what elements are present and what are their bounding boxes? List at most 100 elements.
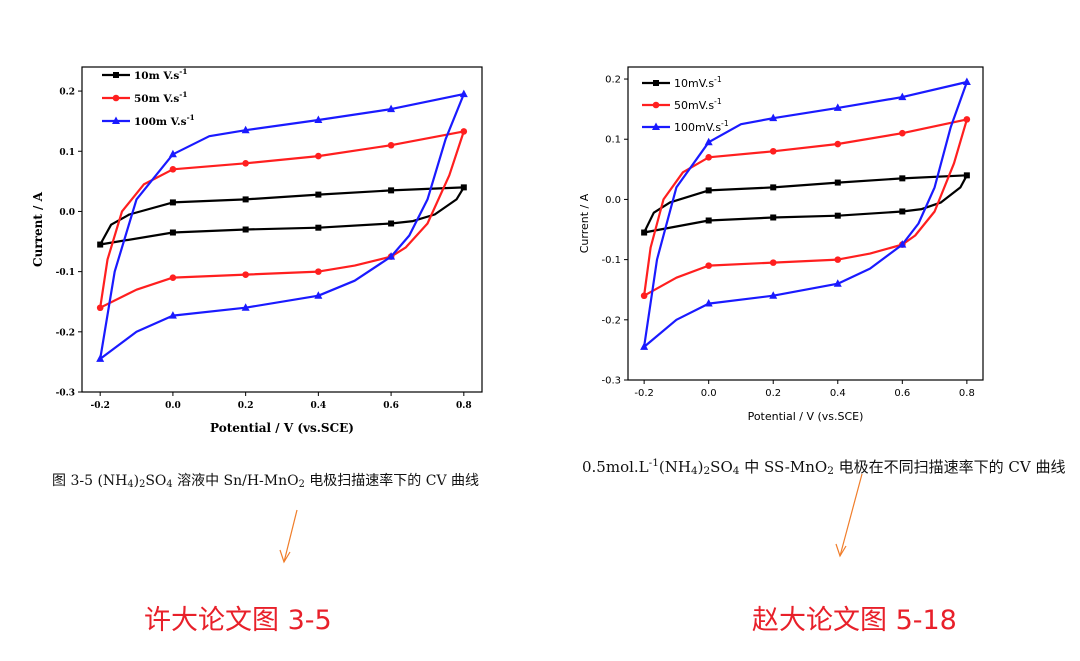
data-point (97, 241, 104, 248)
y-axis-label: Current / A (578, 193, 591, 253)
data-point (834, 212, 841, 219)
x-tick-label: 0.4 (830, 388, 846, 399)
data-point (963, 116, 971, 123)
legend-label: 50mV.s-1 (674, 97, 722, 112)
data-point (963, 172, 970, 179)
data-point (169, 229, 176, 236)
data-point (388, 187, 395, 194)
data-point (96, 354, 105, 362)
data-point (460, 184, 467, 191)
legend-item: 10m V.s-1 (102, 67, 187, 82)
legend-item: 100mV.s-1 (642, 119, 729, 134)
data-point (168, 311, 177, 319)
data-point (704, 137, 713, 146)
data-point (833, 103, 842, 111)
label-thesis-xu: 许大论文图 3-5 (144, 605, 332, 636)
data-point (834, 179, 841, 186)
data-point (241, 303, 250, 311)
data-point (387, 104, 396, 113)
data-point (705, 187, 712, 194)
data-point (387, 141, 395, 149)
data-point (459, 89, 468, 98)
y-tick-label: -0.3 (56, 389, 75, 399)
legend-label: 100mV.s-1 (674, 119, 729, 134)
data-point (169, 199, 176, 206)
series-line-100mV/s (99, 93, 465, 360)
legend-marker (652, 122, 660, 130)
legend-marker (112, 116, 120, 124)
data-point (705, 262, 712, 269)
data-point (387, 252, 396, 260)
data-point (705, 153, 712, 161)
x-tick-label: 0.8 (456, 401, 472, 411)
data-point (169, 274, 177, 281)
data-point (640, 342, 649, 350)
label-thesis-zhao: 赵大论文图 5-18 (752, 605, 957, 636)
x-tick-label: 0.2 (765, 388, 781, 399)
arrow-left (279, 509, 298, 564)
data-point (314, 291, 323, 299)
chart-right: -0.2 0.0 0.2 0.4 0.6 0.8 0.2 0.1 0.0 -0.1 -0.2 -0.3… (578, 66, 984, 423)
data-point (242, 226, 249, 233)
data-point (460, 128, 468, 135)
data-point (770, 214, 777, 221)
y-axis-label: Current / A (31, 191, 45, 267)
data-point (834, 256, 842, 263)
legend-item: 50m V.s-1 (102, 90, 187, 105)
y-tick-label: -0.1 (56, 268, 75, 278)
series-line-10mV/s (643, 174, 968, 234)
data-point (962, 77, 971, 86)
legend-item: 10mV.s-1 (642, 75, 722, 90)
legend-item: 100m V.s-1 (102, 113, 195, 128)
data-point (242, 159, 249, 167)
plot-frame (627, 66, 984, 381)
data-point (242, 271, 249, 278)
caption-left: 图 3-5 (NH4)2SO4 溶液中 Sn/H-MnO2 电极扫描速率下的 C… (52, 473, 480, 490)
arrow-right (835, 473, 863, 558)
data-point (769, 291, 778, 299)
data-point (899, 129, 906, 137)
x-tick-label: 0.8 (959, 388, 975, 399)
x-tick-label: -0.2 (90, 401, 109, 411)
data-point (315, 191, 322, 198)
data-point (314, 115, 323, 123)
data-point (641, 229, 648, 236)
data-point (640, 292, 648, 300)
legend-marker (653, 80, 659, 86)
legend-marker (652, 101, 660, 109)
data-point (168, 149, 177, 158)
chart-left: -0.2 0.0 0.2 0.4 0.6 0.8 0.2 0.1 0.0 -0.1 -0.2 -0.3… (31, 66, 483, 435)
data-point (834, 140, 842, 148)
y-tick-label: 0.0 (605, 195, 621, 206)
y-tick-label: -0.1 (601, 255, 621, 266)
data-point (833, 279, 842, 287)
data-point (899, 175, 906, 182)
data-point (899, 208, 906, 215)
data-point (898, 240, 907, 248)
data-point (388, 220, 395, 227)
x-axis-label: Potential / V (vs.SCE) (748, 410, 864, 423)
series-line-50mV/s (99, 130, 465, 309)
x-tick-label: 0.0 (701, 388, 717, 399)
data-point (705, 217, 712, 224)
x-tick-label: 0.2 (238, 401, 254, 411)
legend-label: 100m V.s-1 (134, 113, 195, 128)
data-point (315, 224, 322, 231)
series-line-10mV/s (99, 186, 465, 246)
y-tick-label: -0.2 (56, 328, 75, 338)
y-tick-label: -0.3 (601, 376, 621, 387)
y-tick-label: 0.0 (59, 208, 75, 218)
legend-marker (113, 72, 119, 78)
legend-label: 10m V.s-1 (134, 67, 187, 82)
data-point (769, 113, 778, 122)
legend-marker (112, 94, 120, 102)
x-axis-label: Potential / V (vs.SCE) (210, 421, 354, 435)
data-point (769, 259, 777, 266)
data-point (96, 304, 104, 312)
legend-item: 50mV.s-1 (642, 97, 722, 112)
y-tick-label: -0.2 (601, 315, 621, 326)
plot-frame (81, 66, 483, 393)
series-line-50mV/s (643, 118, 968, 297)
data-point (770, 184, 777, 191)
data-point (315, 152, 322, 160)
